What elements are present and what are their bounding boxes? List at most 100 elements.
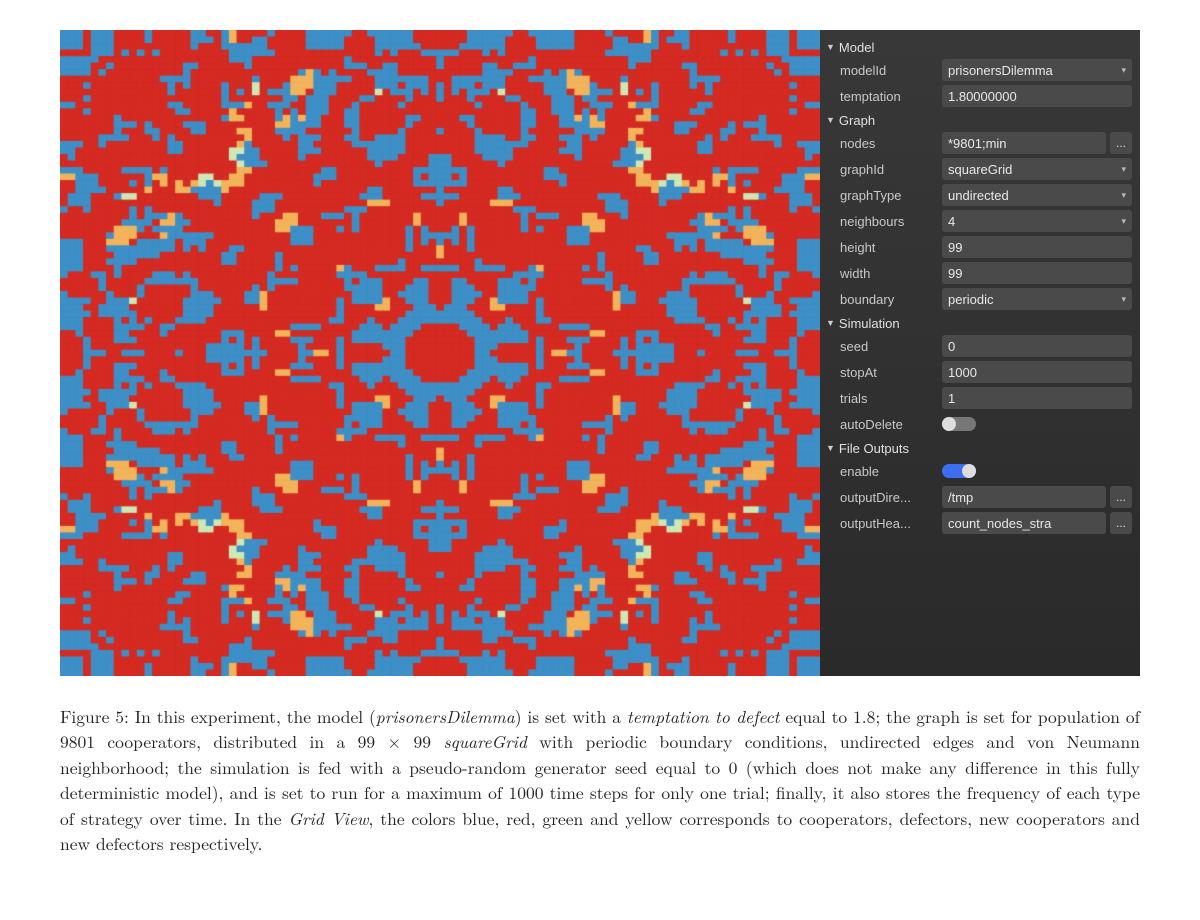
more-button[interactable]: ... bbox=[1110, 512, 1132, 534]
text-value: 1.80000000 bbox=[948, 89, 1017, 104]
chevron-down-icon: ▼ bbox=[826, 115, 835, 125]
property-row: height 99 bbox=[826, 234, 1132, 260]
chevron-down-icon: ▾ bbox=[1121, 65, 1126, 76]
property-control: *9801;min... bbox=[942, 132, 1132, 154]
section-header[interactable]: ▼ Graph bbox=[826, 109, 1132, 130]
property-control: count_nodes_stra... bbox=[942, 512, 1132, 534]
text-input[interactable]: /tmp bbox=[942, 486, 1106, 508]
chevron-down-icon: ▾ bbox=[1121, 164, 1126, 175]
property-row: nodes *9801;min... bbox=[826, 130, 1132, 156]
chevron-down-icon: ▾ bbox=[1121, 294, 1126, 305]
section-header[interactable]: ▼ Model bbox=[826, 36, 1132, 57]
property-row: graphId squareGrid ▾ bbox=[826, 156, 1132, 182]
simulation-canvas bbox=[60, 30, 820, 676]
toggle-switch[interactable] bbox=[942, 464, 976, 478]
select-input[interactable]: periodic ▾ bbox=[942, 288, 1132, 310]
property-control bbox=[942, 464, 1132, 478]
chevron-down-icon: ▼ bbox=[826, 443, 835, 453]
property-row: enable bbox=[826, 458, 1132, 484]
property-label: trials bbox=[840, 391, 936, 406]
select-value: squareGrid bbox=[948, 162, 1012, 177]
text-input[interactable]: 99 bbox=[942, 236, 1132, 258]
property-label: autoDelete bbox=[840, 417, 936, 432]
select-value: undirected bbox=[948, 188, 1009, 203]
property-control: 1 bbox=[942, 387, 1132, 409]
property-row: seed0 bbox=[826, 333, 1132, 359]
text-input[interactable]: 1000 bbox=[942, 361, 1132, 383]
property-row: autoDelete bbox=[826, 411, 1132, 437]
properties-panel: ▼ Model modelId prisonersDilemma ▾ temptation… bbox=[820, 30, 1140, 676]
property-row: neighbours4▾ bbox=[826, 208, 1132, 234]
section-title: Simulation bbox=[839, 316, 900, 331]
property-control: squareGrid ▾ bbox=[942, 158, 1132, 180]
text-input[interactable]: 0 bbox=[942, 335, 1132, 357]
figure-caption: Figure 5: In this experiment, the model … bbox=[60, 704, 1140, 856]
app-window: ▼ Model modelId prisonersDilemma ▾ temptation… bbox=[60, 30, 1140, 676]
select-value: prisonersDilemma bbox=[948, 63, 1053, 78]
select-input[interactable]: prisonersDilemma ▾ bbox=[942, 59, 1132, 81]
select-input[interactable]: undirected ▾ bbox=[942, 184, 1132, 206]
toggle-switch[interactable] bbox=[942, 417, 976, 431]
select-value: 4 bbox=[948, 214, 955, 229]
text-value: 1 bbox=[948, 391, 955, 406]
text-input[interactable]: 1 bbox=[942, 387, 1132, 409]
more-button[interactable]: ... bbox=[1110, 486, 1132, 508]
text-value: 1000 bbox=[948, 365, 977, 380]
grid-view bbox=[60, 30, 820, 676]
property-label: boundary bbox=[840, 292, 936, 307]
text-value: /tmp bbox=[948, 490, 973, 505]
property-label: temptation bbox=[840, 89, 936, 104]
text-input[interactable]: *9801;min bbox=[942, 132, 1106, 154]
property-row: outputHea... count_nodes_stra... bbox=[826, 510, 1132, 536]
section-header[interactable]: ▼ Simulation bbox=[826, 312, 1132, 333]
property-control: prisonersDilemma ▾ bbox=[942, 59, 1132, 81]
text-value: *9801;min bbox=[948, 136, 1007, 151]
property-label: modelId bbox=[840, 63, 936, 78]
property-label: height bbox=[840, 240, 936, 255]
property-control bbox=[942, 417, 1132, 431]
select-input[interactable]: 4▾ bbox=[942, 210, 1132, 232]
property-control: periodic ▾ bbox=[942, 288, 1132, 310]
toggle-knob bbox=[962, 464, 976, 478]
text-value: 99 bbox=[948, 240, 962, 255]
property-row: outputDire... /tmp... bbox=[826, 484, 1132, 510]
property-label: outputHea... bbox=[840, 516, 936, 531]
property-label: graphId bbox=[840, 162, 936, 177]
property-control: 0 bbox=[942, 335, 1132, 357]
text-input[interactable]: 99 bbox=[942, 262, 1132, 284]
property-row: graphType undirected ▾ bbox=[826, 182, 1132, 208]
property-label: graphType bbox=[840, 188, 936, 203]
property-row: modelId prisonersDilemma ▾ bbox=[826, 57, 1132, 83]
property-control: 1.80000000 bbox=[942, 85, 1132, 107]
property-row: trials 1 bbox=[826, 385, 1132, 411]
property-label: neighbours bbox=[840, 214, 936, 229]
select-input[interactable]: squareGrid ▾ bbox=[942, 158, 1132, 180]
property-control: 1000 bbox=[942, 361, 1132, 383]
chevron-down-icon: ▾ bbox=[1121, 216, 1126, 227]
chevron-down-icon: ▼ bbox=[826, 42, 835, 52]
property-control: 99 bbox=[942, 262, 1132, 284]
property-label: enable bbox=[840, 464, 936, 479]
text-input[interactable]: 1.80000000 bbox=[942, 85, 1132, 107]
toggle-knob bbox=[942, 417, 956, 431]
property-control: undirected ▾ bbox=[942, 184, 1132, 206]
select-value: periodic bbox=[948, 292, 994, 307]
text-value: 0 bbox=[948, 339, 955, 354]
property-control: 99 bbox=[942, 236, 1132, 258]
property-label: nodes bbox=[840, 136, 936, 151]
chevron-down-icon: ▾ bbox=[1121, 190, 1126, 201]
section-title: Graph bbox=[839, 113, 875, 128]
property-control: 4▾ bbox=[942, 210, 1132, 232]
property-control: /tmp... bbox=[942, 486, 1132, 508]
property-label: width bbox=[840, 266, 936, 281]
chevron-down-icon: ▼ bbox=[826, 318, 835, 328]
property-row: stopAt1000 bbox=[826, 359, 1132, 385]
text-value: count_nodes_stra bbox=[948, 516, 1051, 531]
property-row: boundary periodic ▾ bbox=[826, 286, 1132, 312]
property-label: outputDire... bbox=[840, 490, 936, 505]
section-header[interactable]: ▼File Outputs bbox=[826, 437, 1132, 458]
property-row: width 99 bbox=[826, 260, 1132, 286]
more-button[interactable]: ... bbox=[1110, 132, 1132, 154]
section-title: Model bbox=[839, 40, 874, 55]
text-input[interactable]: count_nodes_stra bbox=[942, 512, 1106, 534]
